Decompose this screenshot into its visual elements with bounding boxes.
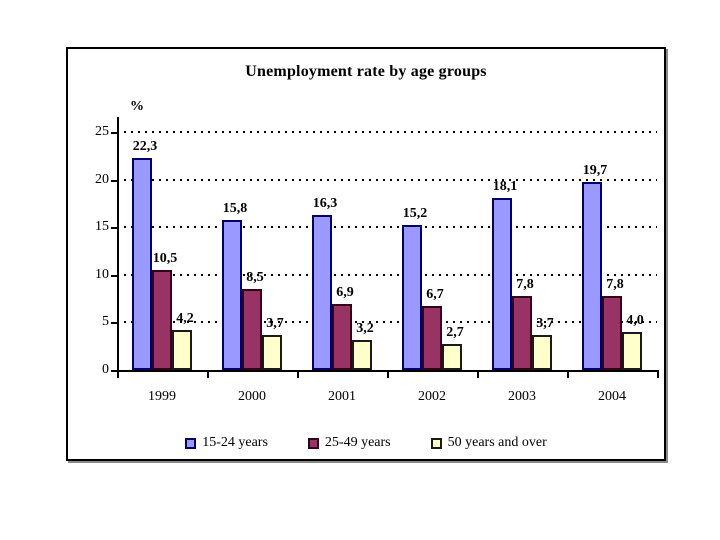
value-label-25-49-years-2001: 6,9	[336, 285, 354, 301]
value-label-25-49-years-1999: 10,5	[152, 251, 178, 267]
x-tick-4	[477, 370, 479, 378]
bar-15-24-years-2004	[582, 182, 602, 370]
gridline-15	[117, 226, 657, 229]
y-tick-20	[111, 179, 117, 182]
y-tick-label-25: 25	[95, 124, 109, 139]
bar-15-24-years-2001	[312, 214, 332, 370]
bar-25-49-years-2000	[242, 289, 262, 370]
value-label-15-24-years-2000: 15,8	[222, 200, 248, 216]
value-label-15-24-years-2002: 15,2	[402, 206, 428, 222]
y-tick-label-20: 20	[95, 171, 109, 187]
x-tick-0	[117, 370, 119, 378]
y-tick-label-15: 15	[95, 219, 109, 235]
chart-frame: Unemployment rate by age groups % 15-24 …	[66, 47, 666, 461]
legend-label-25-49-years: 25-49 years	[324, 435, 391, 450]
y-tick-label-5: 5	[102, 314, 109, 330]
bar-25-49-years-1999	[152, 270, 172, 370]
y-tick-label-10: 10	[95, 266, 109, 282]
y-tick-10	[111, 274, 117, 277]
bar-50-years-and-over-2002	[442, 344, 462, 370]
legend-swatch-15-24-years	[185, 437, 197, 449]
y-tick-15	[111, 227, 117, 230]
gridline-20	[117, 178, 657, 181]
value-label-25-49-years-2003: 7,8	[516, 276, 534, 292]
value-label-50-years-and-over-2001: 3,2	[356, 320, 374, 336]
x-axis-label-2001: 2001	[328, 389, 356, 404]
bar-15-24-years-1999	[132, 157, 152, 370]
y-tick-25	[111, 132, 117, 134]
bar-50-years-and-over-2001	[352, 339, 372, 370]
y-tick-label-0: 0	[102, 362, 109, 377]
bar-50-years-and-over-1999	[172, 330, 192, 370]
y-axis-unit-label: %	[130, 99, 144, 114]
x-axis-label-2002: 2002	[418, 389, 446, 404]
legend-item-15-24-years: 15-24 years	[185, 435, 268, 451]
value-label-15-24-years-2003: 18,1	[492, 178, 518, 194]
x-axis-label-2004: 2004	[598, 389, 626, 404]
x-tick-3	[387, 370, 389, 378]
bar-50-years-and-over-2004	[622, 331, 642, 370]
gridline-10	[117, 273, 657, 276]
x-axis-label-2003: 2003	[508, 389, 536, 404]
bar-25-49-years-2002	[422, 306, 442, 370]
value-label-15-24-years-1999: 22,3	[132, 138, 158, 154]
value-label-50-years-and-over-2004: 4,0	[626, 312, 644, 328]
x-axis-label-1999: 1999	[148, 389, 176, 404]
gridline-5	[117, 321, 657, 324]
legend-label-50-years-and-over: 50 years and over	[447, 435, 547, 450]
value-label-15-24-years-2001: 16,3	[312, 195, 338, 211]
value-label-50-years-and-over-1999: 4,2	[176, 311, 194, 327]
y-tick-0	[111, 370, 117, 372]
bar-15-24-years-2002	[402, 225, 422, 370]
bar-25-49-years-2004	[602, 295, 622, 370]
value-label-50-years-and-over-2003: 3,7	[536, 315, 554, 331]
bar-15-24-years-2000	[222, 219, 242, 370]
value-label-25-49-years-2002: 6,7	[426, 287, 444, 303]
value-label-50-years-and-over-2002: 2,7	[446, 325, 464, 341]
legend-item-25-49-years: 25-49 years	[307, 435, 391, 451]
x-axis-label-2000: 2000	[238, 389, 266, 404]
x-tick-1	[207, 370, 209, 378]
chart-title: Unemployment rate by age groups	[245, 63, 487, 80]
value-label-25-49-years-2000: 8,5	[246, 270, 264, 286]
legend-swatch-50-years-and-over	[430, 437, 442, 449]
x-tick-5	[567, 370, 569, 378]
bar-50-years-and-over-2000	[262, 334, 282, 370]
value-label-25-49-years-2004: 7,8	[606, 276, 624, 292]
bar-25-49-years-2001	[332, 304, 352, 370]
legend-swatch-25-49-years	[307, 437, 319, 449]
value-label-50-years-and-over-2000: 3,7	[266, 315, 284, 331]
y-tick-5	[111, 322, 117, 325]
legend-label-15-24-years: 15-24 years	[202, 435, 268, 450]
x-tick-6	[657, 370, 659, 378]
legend-item-50-years-and-over: 50 years and over	[430, 435, 547, 451]
bar-15-24-years-2003	[492, 197, 512, 370]
legend: 15-24 years 25-49 years 50 years and over	[68, 435, 664, 451]
x-tick-2	[297, 370, 299, 378]
bar-25-49-years-2003	[512, 295, 532, 370]
gridline-25	[117, 131, 657, 133]
y-axis-line	[117, 117, 119, 372]
value-label-15-24-years-2004: 19,7	[582, 163, 608, 179]
bar-50-years-and-over-2003	[532, 334, 552, 370]
